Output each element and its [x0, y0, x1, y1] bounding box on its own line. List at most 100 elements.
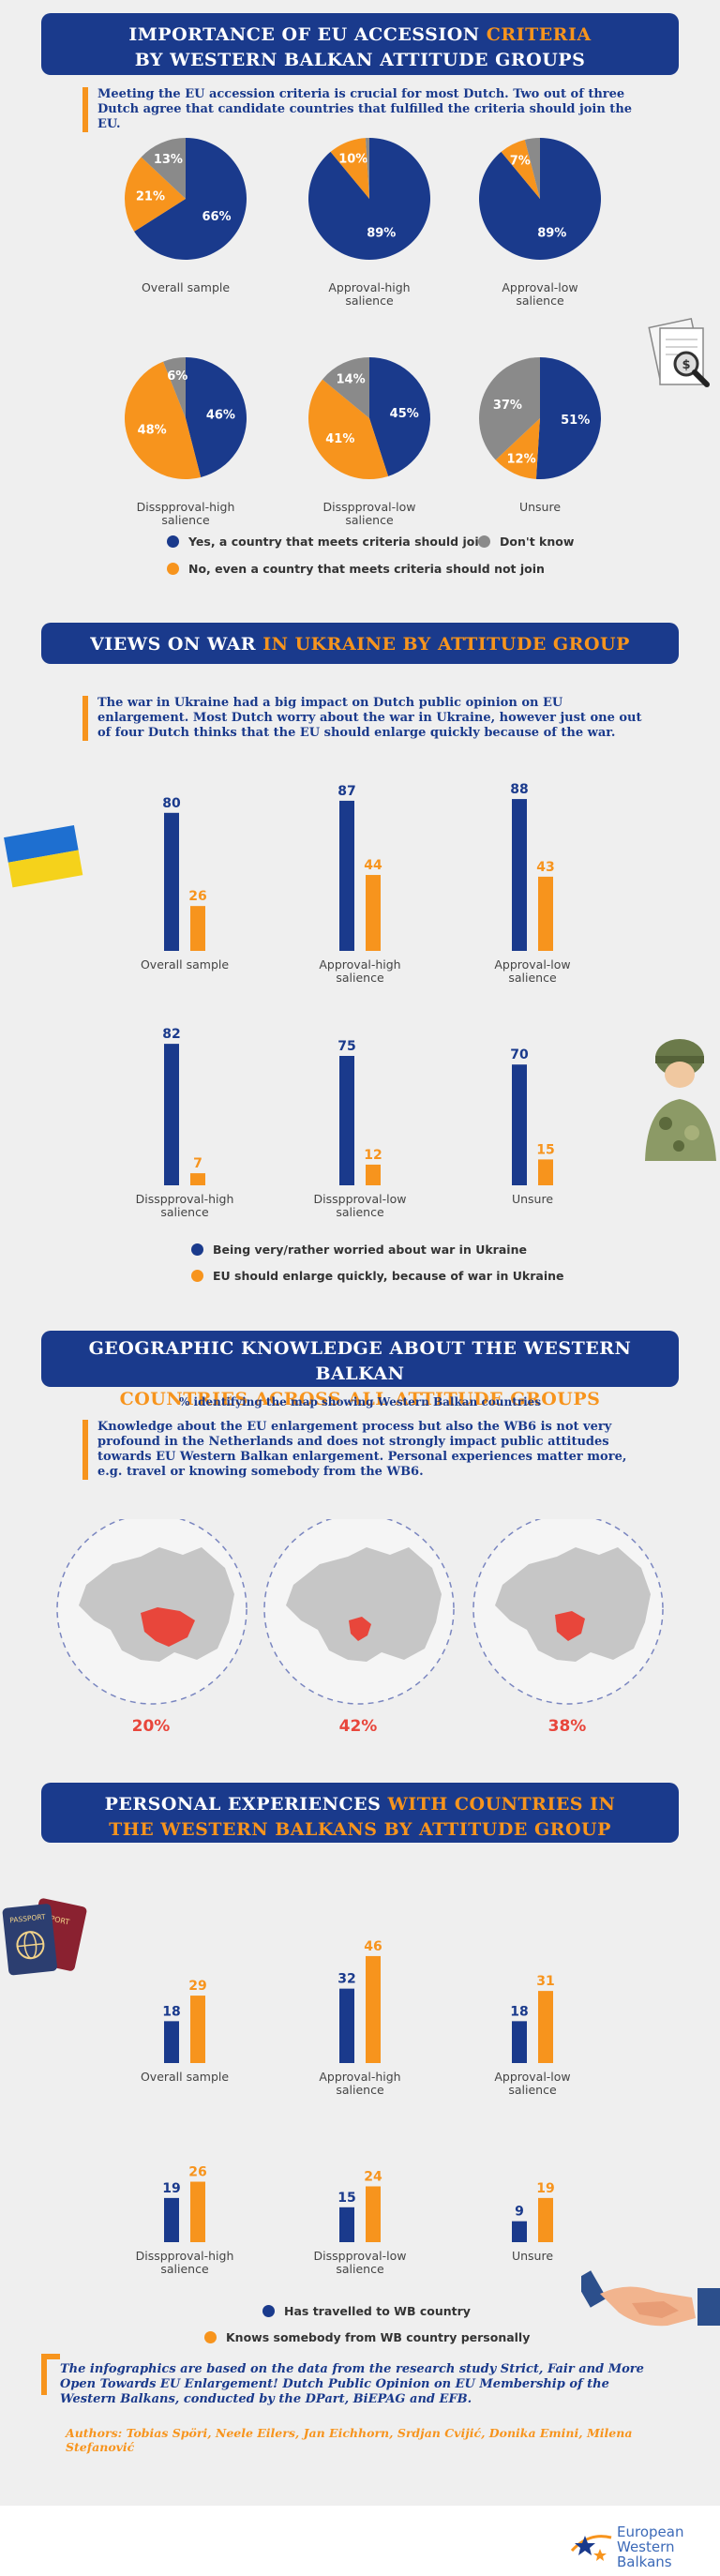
bar-value-label: 15: [338, 2191, 355, 2206]
legend-knows: Knows somebody from WB country personall…: [204, 2330, 530, 2344]
legend-label: Don't know: [500, 535, 575, 549]
bar-value-label: 80: [162, 796, 181, 811]
passport-icon: PORT PASSPORT: [2, 1898, 87, 1976]
europe-maps: [56, 1519, 664, 1705]
section4-title-line2: THE WESTERN BALKANS BY ATTITUDE GROUP: [109, 1819, 611, 1840]
pie-data-label: 14%: [337, 373, 366, 387]
bar-value-label: 70: [510, 1047, 529, 1062]
logo-line: Western: [617, 2538, 675, 2555]
legend-travelled: Has travelled to WB country: [262, 2304, 471, 2318]
legend-swatch: [478, 535, 490, 548]
logo-line: European: [617, 2523, 684, 2540]
bar-series-1: [164, 1044, 179, 1185]
legend-no: No, even a country that meets criteria s…: [167, 562, 545, 576]
legend-label: Knows somebody from WB country personall…: [226, 2330, 531, 2344]
pie-slice-no: [124, 361, 202, 480]
pie-slice-no: [501, 140, 540, 199]
bar-category-label: salience: [336, 1205, 384, 1219]
ewb-logo-text: European Western Balkans: [617, 2524, 683, 2569]
pie-data-label: 45%: [390, 407, 419, 421]
pie-slice-dont-know: [524, 138, 540, 199]
pie-slice-yes: [186, 357, 248, 477]
bar-category-label: Disspproval-high: [136, 1192, 234, 1206]
bar-value-label: 32: [338, 1972, 355, 1987]
legend-swatch: [167, 563, 179, 575]
section1-intro: Meeting the EU accession criteria is cru…: [82, 87, 645, 132]
bar-value-label: 19: [536, 2181, 554, 2196]
bar-category-label: Approval-low: [494, 957, 570, 972]
pie-slice-dont-know: [141, 138, 186, 199]
pie-slice-dont-know: [163, 357, 186, 418]
bar-series-1: [164, 2197, 179, 2242]
section2-title-part: IN UKRAINE BY ATTITUDE GROUP: [262, 634, 630, 655]
footer-authors: Authors: Tobias Spöri, Neele Eilers, Jan…: [66, 2426, 633, 2454]
pie-data-label: 37%: [493, 399, 522, 413]
section3-title-part: GEOGRAPHIC KNOWLEDGE ABOUT THE: [88, 1338, 524, 1359]
pie-data-label: 89%: [537, 226, 566, 240]
section4-title-banner: PERSONAL EXPERIENCES WITH COUNTRIES IN T…: [41, 1783, 679, 1843]
bar-value-label: 15: [536, 1142, 554, 1157]
bar-series-2: [366, 1955, 381, 2063]
bar-value-label: 46: [364, 1939, 382, 1954]
pie-slice-yes: [535, 357, 601, 479]
bar-series-2: [190, 906, 205, 951]
bar-series-2: [366, 1164, 381, 1185]
pie-data-label: 66%: [202, 210, 231, 224]
map-percentage-2: 42%: [338, 1717, 378, 1736]
section3-intro: Knowledge about the EU enlargement proce…: [82, 1420, 645, 1480]
legend-label: EU should enlarge quickly, because of wa…: [213, 1269, 564, 1283]
document-magnifier-icon: $: [648, 317, 710, 387]
bar-series-1: [339, 1056, 354, 1185]
svg-text:PORT: PORT: [50, 1914, 71, 1926]
bar-value-label: 18: [162, 2004, 180, 2019]
bar-category-label: salience: [508, 971, 557, 985]
bar-value-label: 87: [338, 784, 355, 799]
section2-title-part: VIEWS ON WAR: [90, 634, 263, 655]
bar-value-label: 19: [162, 2181, 180, 2196]
bar-category-label: salience: [160, 1205, 209, 1219]
legend-dont-know: Don't know: [478, 535, 574, 549]
legend-swatch: [191, 1270, 203, 1282]
bar-series-1: [339, 1988, 354, 2063]
section3-title-banner: GEOGRAPHIC KNOWLEDGE ABOUT THE WESTERN B…: [41, 1331, 679, 1409]
pie-slice-yes: [478, 138, 601, 260]
bar-category-label: Disspproval-low: [314, 1192, 407, 1206]
pie-slice-no: [308, 379, 389, 479]
pie-data-label: 7%: [510, 154, 531, 168]
legend-label: No, even a country that meets criteria s…: [188, 562, 545, 576]
pie-data-label: 21%: [136, 189, 165, 203]
europe-map-2: [263, 1519, 455, 1705]
bar-category-label: salience: [336, 2262, 384, 2276]
section1-title-part: IMPORTANCE OF: [128, 24, 318, 45]
legend-label: Being very/rather worried about war in U…: [213, 1243, 527, 1257]
bar-category-label: salience: [336, 2083, 384, 2097]
bar-value-label: 44: [364, 858, 382, 873]
pie-data-label: 13%: [154, 153, 183, 167]
bar-series-1: [164, 2021, 179, 2063]
section1-title-part: CRITERIA: [486, 24, 592, 45]
bar-series-2: [538, 876, 553, 951]
bar-category-label: Unsure: [512, 1192, 553, 1206]
section1-title-banner: IMPORTANCE OF EU ACCESSION CRITERIA BY W…: [41, 13, 679, 75]
europe-map-1: [56, 1519, 248, 1705]
bar-value-label: 29: [188, 1979, 206, 1994]
bar-category-label: Approval-high: [319, 957, 400, 972]
legend-enlarge: EU should enlarge quickly, because of wa…: [191, 1269, 563, 1283]
legend-swatch: [262, 2305, 275, 2317]
bar-series-1: [512, 2221, 527, 2242]
bar-series-1: [512, 1064, 527, 1185]
bar-category-label: Disspproval-low: [314, 2249, 407, 2263]
legend-swatch: [191, 1243, 203, 1256]
bar-series-2: [190, 1996, 205, 2063]
pie-slice-dont-know: [365, 138, 369, 199]
pie-data-label: 41%: [325, 432, 354, 446]
bar-category-label: salience: [160, 2262, 209, 2276]
legend-swatch: [167, 535, 179, 548]
pie-slice-dont-know: [479, 357, 540, 460]
bar-value-label: 24: [364, 2169, 382, 2184]
bar-category-label: Approval-low: [494, 2070, 570, 2084]
logo-line: Balkans: [617, 2553, 672, 2570]
pie-data-label: 10%: [338, 152, 368, 166]
bar-value-label: 31: [536, 1974, 554, 1989]
